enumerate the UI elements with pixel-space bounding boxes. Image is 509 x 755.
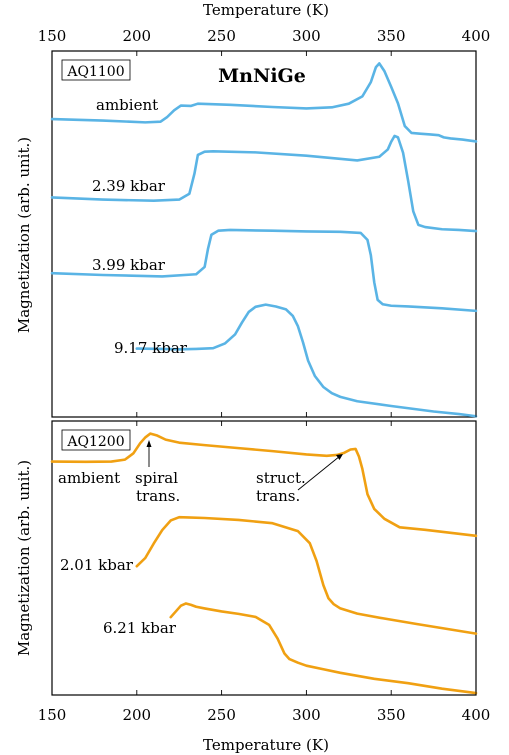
bottom-sample-box [61, 429, 131, 451]
bottom-panel-frame [51, 420, 477, 696]
bottom-panel: AQ1200 ambient 2.01 kbar 6.21 kbar spira… [15, 420, 478, 696]
curve-label-6-21-kbar: 6.21 kbar [103, 619, 177, 637]
x-tick-label-top-300: 300 [292, 27, 321, 45]
annotation-struct-line1: struct. [256, 469, 306, 487]
struct-trans-arrowhead [336, 454, 343, 460]
series-line-bottom-ambient [50, 432, 478, 538]
bottom-sample-label: AQ1200 [66, 434, 124, 450]
bottom-x-axis-title: Temperature (K) [203, 736, 329, 754]
series-line-top-9-17-kbar [135, 303, 478, 418]
x-tick-label-top-200: 200 [122, 27, 151, 45]
x-tick-label-bottom-350: 350 [377, 706, 406, 724]
curve-label-2-39-kbar: 2.39 kbar [92, 177, 166, 195]
top-panel: AQ1100 MnNiGe ambient 2.39 kbar 3.99 kba… [15, 50, 478, 418]
annotation-spiral-line2: trans. [136, 487, 180, 505]
x-tick-label-bottom-250: 250 [207, 706, 236, 724]
top-sample-label: AQ1100 [66, 64, 124, 80]
series-line-top-3-99-kbar [50, 228, 478, 313]
annotation-struct-line2: trans. [256, 487, 300, 505]
bottom-panel-ticks [51, 421, 477, 695]
top-sample-box [61, 59, 131, 81]
x-tick-label-bottom-400: 400 [462, 706, 491, 724]
series-line-bottom-6-21-kbar [169, 602, 478, 695]
x-tick-label-top-350: 350 [377, 27, 406, 45]
top-panel-ticks [51, 51, 477, 417]
curve-label-9-17-kbar: 9.17 kbar [114, 339, 188, 357]
x-tick-label-bottom-300: 300 [292, 706, 321, 724]
series-line-top-2-39-kbar [50, 134, 478, 233]
curve-label-2-01-kbar: 2.01 kbar [60, 556, 134, 574]
chart-title: MnNiGe [218, 65, 306, 87]
curve-label-3-99-kbar: 3.99 kbar [92, 256, 166, 274]
top-x-tick-labels: 150 200 250 300 350 400 [38, 27, 491, 45]
series-line-bottom-2-01-kbar [135, 515, 478, 635]
x-tick-label-top-250: 250 [207, 27, 236, 45]
x-tick-label-bottom-150: 150 [38, 706, 67, 724]
bottom-x-tick-labels: 150 200 250 300 350 400 [38, 706, 491, 724]
x-tick-label-bottom-200: 200 [122, 706, 151, 724]
top-panel-frame [51, 50, 477, 418]
struct-trans-arrow [297, 455, 341, 491]
curve-label-ambient-bottom: ambient [58, 469, 120, 487]
annotation-spiral-line1: spiral [135, 469, 178, 487]
x-tick-label-top-150: 150 [38, 27, 67, 45]
x-tick-label-top-400: 400 [462, 27, 491, 45]
top-y-axis-title: Magnetization (arb. unit.) [15, 137, 33, 333]
top-curves [50, 62, 478, 418]
bottom-curves [50, 432, 478, 695]
bottom-y-axis-title: Magnetization (arb. unit.) [15, 460, 33, 656]
series-line-top-ambient [50, 62, 478, 143]
top-x-axis-title: Temperature (K) [203, 1, 329, 19]
curve-label-ambient-top: ambient [96, 96, 158, 114]
spiral-trans-arrowhead [146, 440, 152, 447]
